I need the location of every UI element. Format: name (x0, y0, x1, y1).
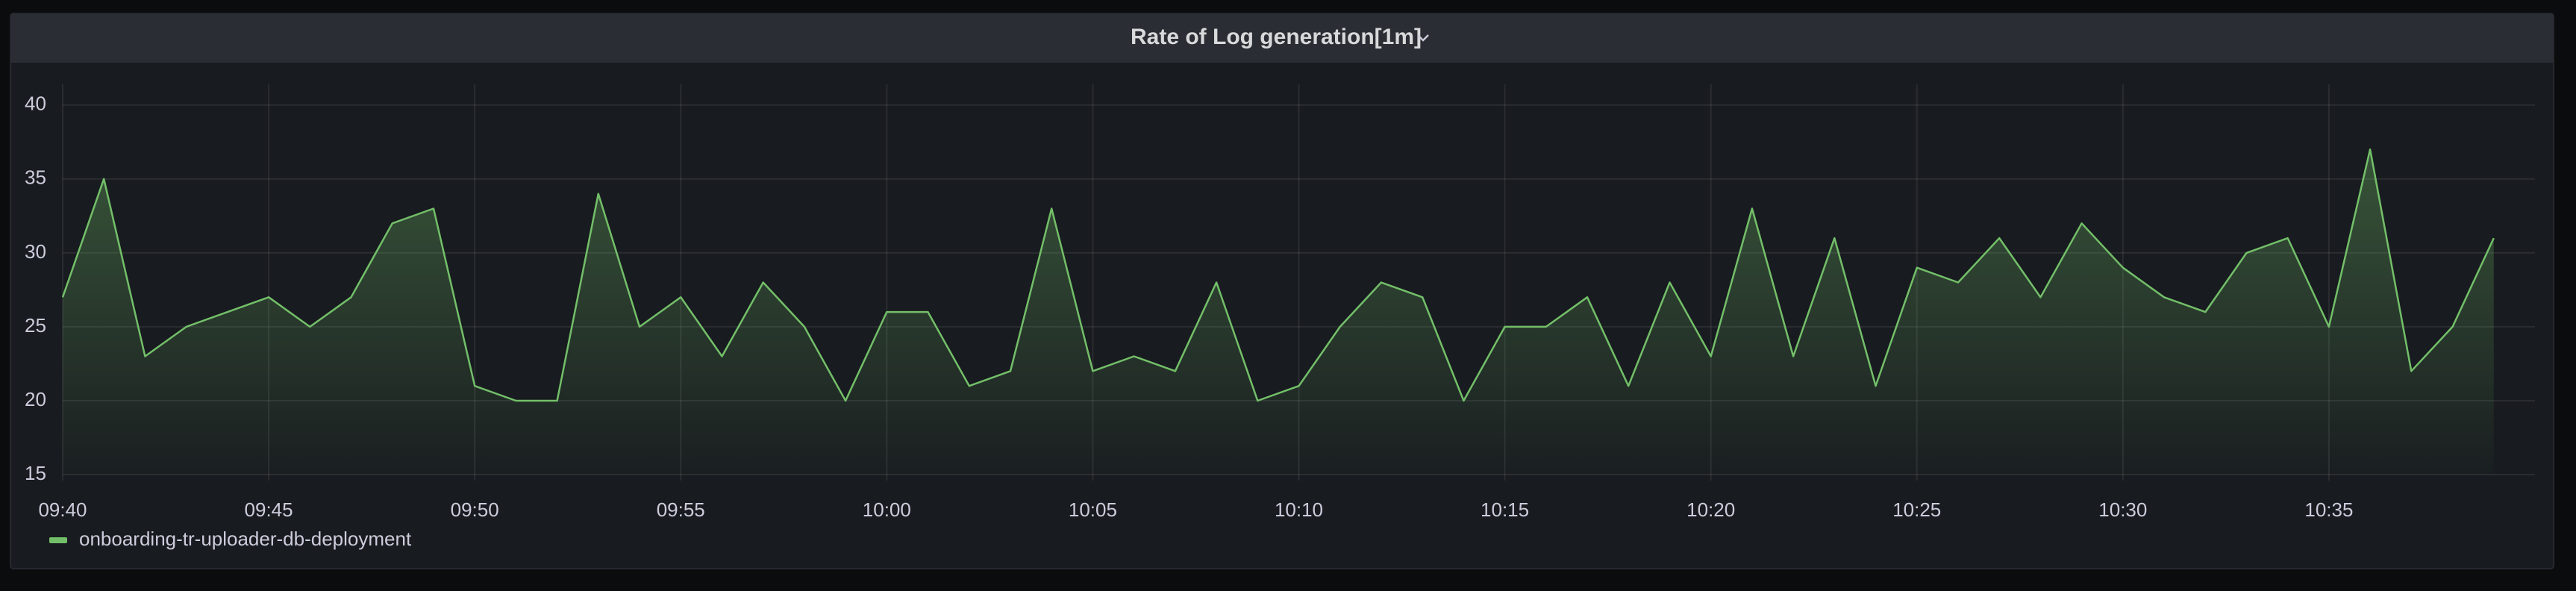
legend-label[interactable]: onboarding-tr-uploader-db-deployment (79, 528, 412, 550)
y-tick-label: 20 (25, 388, 46, 410)
x-tick-label: 10:15 (1481, 498, 1529, 521)
panel-title[interactable]: Rate of Log generation[1m] (1131, 25, 1422, 49)
series-area (63, 149, 2494, 475)
x-tick-label: 09:50 (451, 498, 499, 521)
panel-header (11, 14, 2553, 63)
legend-swatch (49, 537, 67, 543)
y-tick-label: 15 (25, 462, 46, 484)
x-tick-label: 10:30 (2098, 498, 2147, 521)
y-tick-label: 25 (25, 314, 46, 337)
x-tick-label: 10:10 (1275, 498, 1323, 521)
x-tick-label: 09:55 (657, 498, 705, 521)
x-tick-label: 10:25 (1892, 498, 1941, 521)
series-line (61, 148, 2495, 402)
y-tick-label: 30 (25, 240, 46, 263)
title-chevron[interactable] (1417, 34, 1429, 42)
x-tick-label: 10:35 (2304, 498, 2353, 521)
x-tick-label: 10:20 (1686, 498, 1735, 521)
x-tick-label: 09:40 (38, 498, 87, 521)
x-tick-label: 09:45 (245, 498, 293, 521)
x-tick-label: 10:05 (1069, 498, 1117, 521)
y-tick-label: 40 (25, 93, 46, 115)
y-tick-label: 35 (25, 166, 46, 189)
x-tick-label: 10:00 (863, 498, 911, 521)
